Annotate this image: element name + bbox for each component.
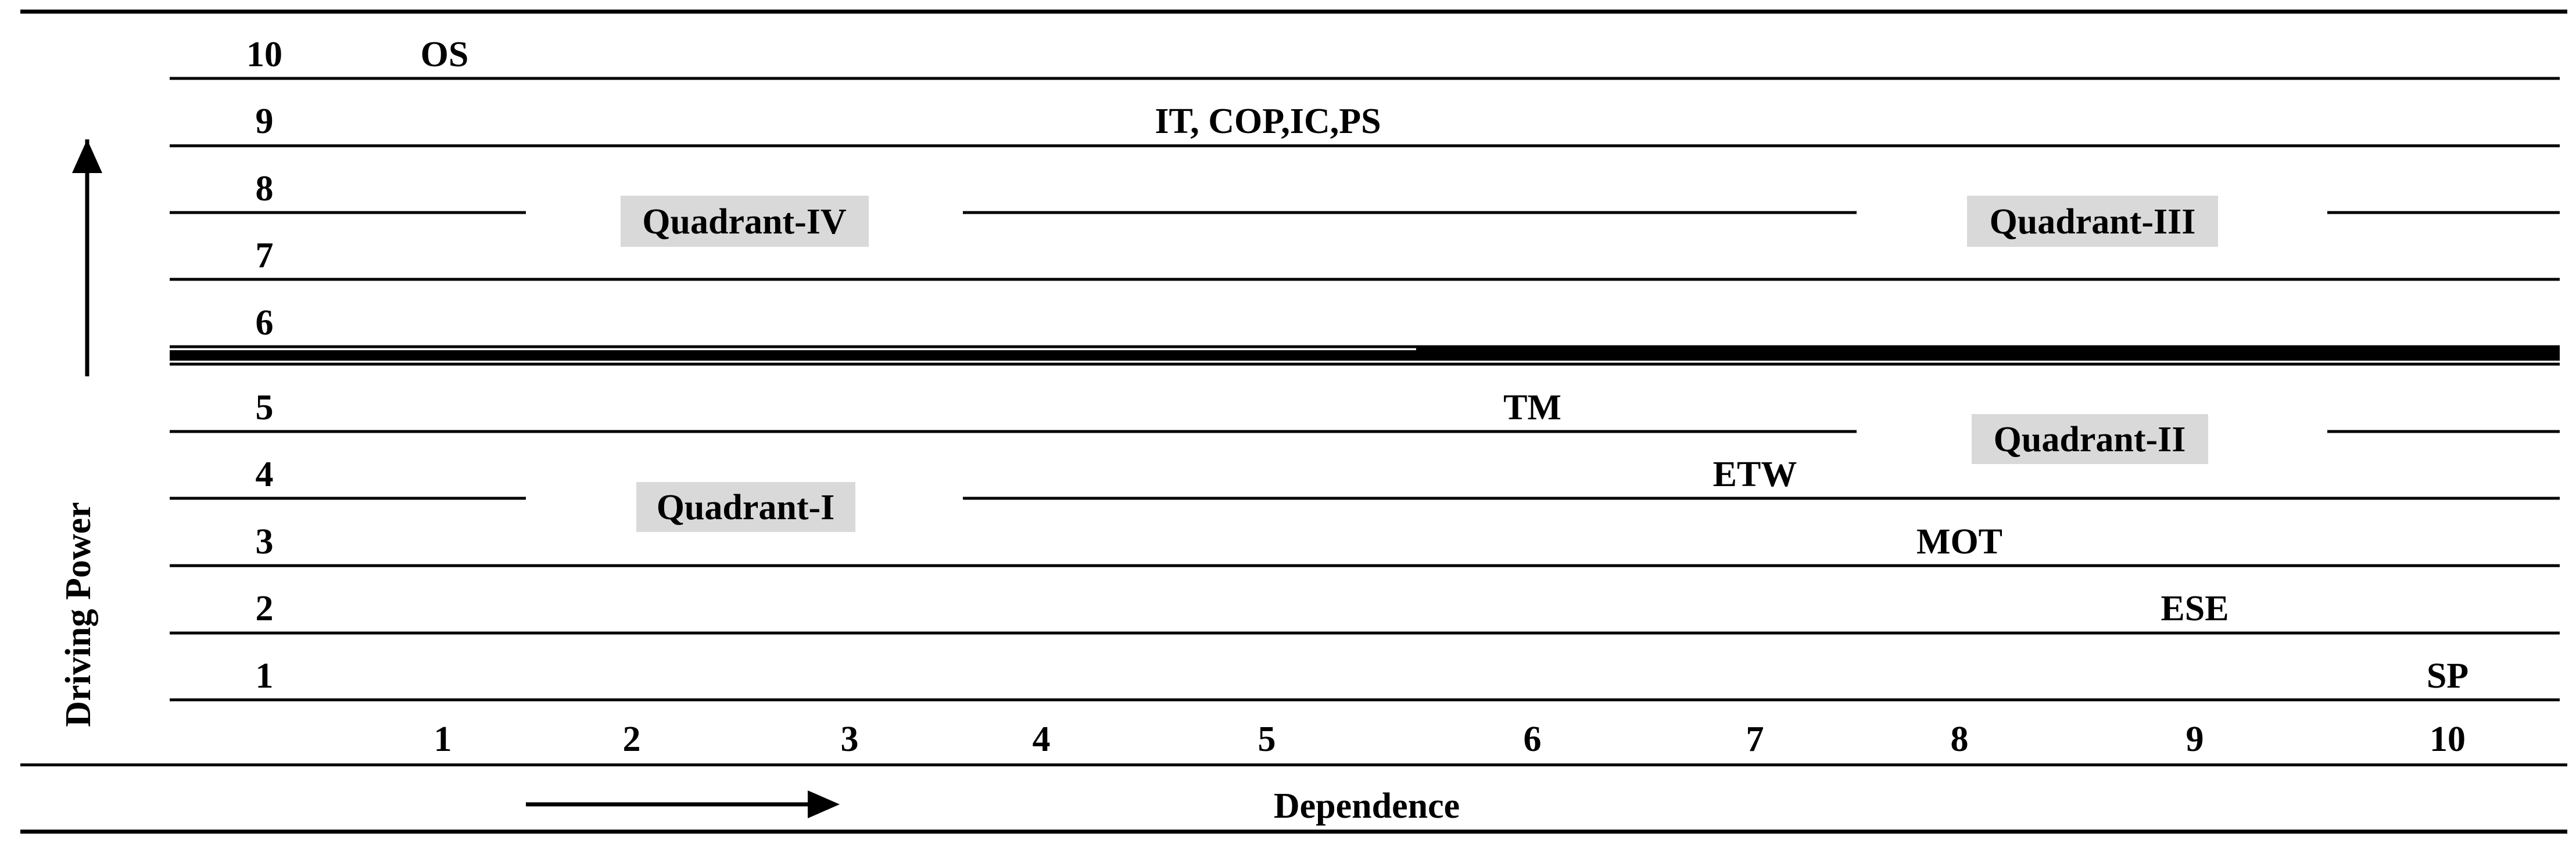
- y-tick-1: 1: [256, 656, 274, 696]
- y-tick-8: 8: [256, 169, 274, 208]
- x-axis-ticks: 1 2 3 4 5 6 7 8 9 10: [434, 720, 2466, 759]
- variable-labels: OS IT, COP,IC,PS TM ETW MOT ESE SP: [421, 35, 2469, 696]
- x-tick-7: 7: [1746, 720, 1764, 759]
- variable-label-os: OS: [421, 35, 469, 74]
- y-tick-5: 5: [256, 388, 274, 427]
- variable-label-tm: TM: [1503, 388, 1561, 427]
- y-tick-6: 6: [256, 303, 274, 343]
- quadrant-i-label: Quadrant-I: [657, 488, 835, 527]
- x-tick-1: 1: [434, 720, 452, 759]
- quadrant-i: Quadrant-I: [636, 482, 855, 532]
- quadrant-iv: Quadrant-IV: [621, 196, 869, 247]
- x-tick-4: 4: [1033, 720, 1051, 759]
- x-tick-2: 2: [623, 720, 641, 759]
- y-tick-7: 7: [256, 236, 274, 275]
- quadrant-divider-right: [1416, 348, 2560, 361]
- quadrant-ii-highlight: [1972, 414, 2208, 464]
- y-tick-4: 4: [256, 455, 274, 494]
- y-tick-9: 9: [256, 102, 274, 141]
- variable-label-etw: ETW: [1713, 455, 1797, 494]
- x-tick-8: 8: [1951, 720, 1969, 759]
- variable-label-sp: SP: [2427, 656, 2468, 696]
- x-tick-9: 9: [2186, 720, 2204, 759]
- variable-label-ese: ESE: [2161, 589, 2229, 628]
- y-axis-ticks: 10 9 8 7 6 5 4 3 2 1: [246, 35, 282, 696]
- y-axis-arrowhead-icon: [72, 139, 102, 173]
- quadrant-ii: Quadrant-II: [1972, 414, 2208, 464]
- x-tick-10: 10: [2430, 720, 2466, 759]
- quadrant-iii-highlight: [1967, 196, 2218, 247]
- x-axis-title: Dependence: [1274, 786, 1460, 826]
- y-tick-10: 10: [246, 35, 282, 74]
- x-axis-arrowhead-icon: [808, 790, 840, 818]
- variable-label-it-cop-ic-ps: IT, COP,IC,PS: [1155, 102, 1381, 141]
- y-axis-title: Driving Power: [59, 502, 98, 727]
- x-tick-5: 5: [1258, 720, 1276, 759]
- quadrant-iv-label: Quadrant-IV: [642, 202, 847, 242]
- quadrant-iii-label: Quadrant-III: [1990, 202, 2196, 242]
- quadrant-i-highlight: [636, 482, 855, 532]
- y-tick-2: 2: [256, 589, 274, 628]
- variable-label-mot: MOT: [1916, 522, 2002, 562]
- x-tick-3: 3: [841, 720, 859, 759]
- quadrant-iv-highlight: [621, 196, 869, 247]
- quadrant-ii-label: Quadrant-II: [1994, 420, 2186, 459]
- x-tick-6: 6: [1524, 720, 1542, 759]
- quadrant-iii: Quadrant-III: [1967, 196, 2218, 247]
- y-tick-3: 3: [256, 522, 274, 562]
- quadrant-divider-left: [170, 350, 1416, 361]
